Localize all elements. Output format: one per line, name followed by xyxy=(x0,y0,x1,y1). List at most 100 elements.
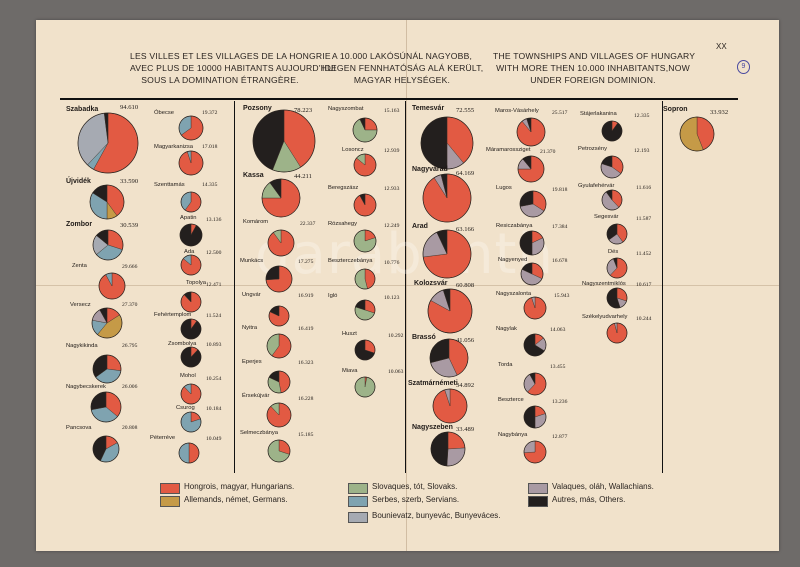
town-population: 33.489 xyxy=(456,426,475,433)
town-population: 20.808 xyxy=(122,425,138,431)
pie-outline xyxy=(261,178,301,218)
legend-swatch-oth xyxy=(528,496,548,507)
pie-outline xyxy=(606,223,628,245)
town-name: Nagylak xyxy=(496,326,517,332)
town-name: Maros-Vásárhely xyxy=(495,108,539,114)
pie-outline xyxy=(516,117,546,147)
pie-nagyszombat xyxy=(352,117,378,143)
town-population: 11.616 xyxy=(636,185,652,191)
pie-outline xyxy=(252,109,316,173)
town-name: Máramarossziget xyxy=(486,147,531,153)
pie-outline xyxy=(180,291,202,313)
pie-des xyxy=(606,257,628,279)
pie-zenta xyxy=(98,272,126,300)
pie-pozsony xyxy=(252,109,316,173)
town-population: 17.018 xyxy=(202,144,218,150)
pie-outline xyxy=(519,190,547,218)
town-name: Újvidék xyxy=(66,178,91,185)
town-name: Nagyszentmiklós xyxy=(582,281,626,287)
town-population: 10.776 xyxy=(384,260,400,266)
town-name: Nagybecskerek xyxy=(66,384,106,390)
pie-munkacs xyxy=(265,265,293,293)
pie-nyitra xyxy=(266,333,292,359)
town-population: 15.163 xyxy=(384,108,400,114)
column-divider-3 xyxy=(662,101,663,473)
pie-selmeczbanya xyxy=(267,439,291,463)
header-rule xyxy=(60,98,738,100)
town-name: Nagyszombat xyxy=(328,106,364,112)
pie-slice-oth xyxy=(90,391,107,411)
town-name: Miava xyxy=(342,368,358,374)
pie-ada xyxy=(180,254,202,276)
pie-slice-hun xyxy=(278,370,291,394)
pie-rozsahegy xyxy=(353,229,377,253)
pie-nagybanya xyxy=(523,440,547,464)
town-population: 30.539 xyxy=(120,222,139,229)
town-name: Szenttamás xyxy=(154,182,185,188)
town-population: 26.006 xyxy=(122,384,138,390)
pie-resiczabanya xyxy=(519,230,545,256)
town-population: 26.795 xyxy=(122,343,138,349)
pie-maros-vasarhely xyxy=(516,117,546,147)
pie-outline xyxy=(77,112,139,174)
pie-outline xyxy=(422,229,472,279)
pie-outline xyxy=(89,184,125,220)
town-name: Dés xyxy=(608,249,619,255)
town-population: 27.370 xyxy=(122,302,138,308)
fold-crease-vertical xyxy=(406,20,407,551)
pie-szabadka xyxy=(77,112,139,174)
town-population: 12.249 xyxy=(384,223,400,229)
legend-swatch-hun xyxy=(160,483,180,494)
town-name: Komárom xyxy=(243,219,269,225)
pie-outline xyxy=(517,155,545,183)
title-line: UNDER FOREIGN DOMINION. xyxy=(530,75,656,85)
title-line: A 10.000 LAKÓSÚNÁL NAGYOBB, xyxy=(331,51,473,61)
title-line: SOUS LA DOMINATION ÉTRANGÈRE. xyxy=(141,75,299,85)
town-population: 10.893 xyxy=(206,342,222,348)
map-sheet xyxy=(36,20,779,551)
pie-outline xyxy=(90,391,122,423)
pie-slice-oth xyxy=(430,431,449,467)
pie-apatin xyxy=(179,223,203,247)
pie-segesvar xyxy=(606,223,628,245)
town-name: Igló xyxy=(328,293,338,299)
town-population: 41.056 xyxy=(456,337,475,344)
town-population: 12.939 xyxy=(384,148,400,154)
pie-outline xyxy=(523,372,547,396)
pie-outline xyxy=(606,287,628,309)
pie-slice-hun xyxy=(188,442,200,464)
pie-outline xyxy=(178,442,200,464)
title-line: WITH MORE THEN 10.000 INHABITANTS,NOW xyxy=(496,63,690,73)
town-population: 29.666 xyxy=(122,264,138,270)
town-name: Gyulafehérvár xyxy=(578,183,615,189)
legend-swatch-srb xyxy=(348,496,368,507)
town-name: Stájerlakanina xyxy=(580,111,617,117)
town-population: 33.932 xyxy=(710,109,729,116)
pie-outline xyxy=(266,333,292,359)
title-line: MAGYAR HELYSÉGEK. xyxy=(353,75,451,85)
town-population: 16.678 xyxy=(552,258,568,264)
town-population: 13.236 xyxy=(552,399,568,405)
town-population: 19.372 xyxy=(202,110,218,116)
pie-slice-oth xyxy=(523,405,536,429)
town-name: Zsombolya xyxy=(168,341,197,347)
town-population: 11.587 xyxy=(636,216,652,222)
pie-pancsova xyxy=(92,435,120,463)
pie-outline xyxy=(606,322,628,344)
town-population: 17.275 xyxy=(298,259,314,265)
town-name: Érsekújvár xyxy=(242,393,270,399)
town-name: Resiczabánya xyxy=(496,223,533,229)
pie-slice-oth xyxy=(519,230,533,256)
legend-swatch-ger xyxy=(160,496,180,507)
town-population: 78.223 xyxy=(294,107,313,114)
town-population: 63.166 xyxy=(456,226,475,233)
pie-outline xyxy=(267,229,295,257)
town-name: Székelyudvarhely xyxy=(582,314,628,320)
town-name: Nagybánya xyxy=(498,432,528,438)
pie-outline xyxy=(429,338,469,378)
title-line: AVEC PLUS DE 10000 HABITANTS AUJOURD'HUI xyxy=(130,63,337,73)
pie-gyulafehervar xyxy=(601,189,623,211)
town-name: Fehértemplom xyxy=(154,312,192,318)
